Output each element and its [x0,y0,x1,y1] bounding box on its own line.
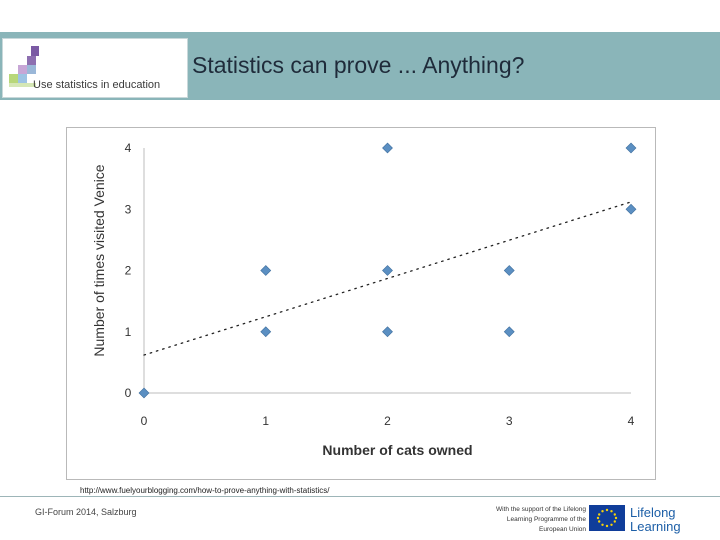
page-title: Statistics can prove ... Anything? [192,52,525,78]
eu-stars-icon [596,508,618,528]
x-tick-label: 3 [506,414,513,428]
eu-support-text: With the support of the Lifelong Learnin… [470,505,586,535]
x-tick-label: 2 [384,414,391,428]
eu-support-line: With the support of the Lifelong [496,506,586,513]
data-point [625,142,637,154]
y-tick-label: 0 [125,386,132,400]
source-url: http://www.fuelyourblogging.com/how-to-p… [80,486,330,495]
trendline [143,201,632,356]
data-point [382,142,393,154]
logo: Use statistics in education [2,38,188,98]
eu-flag-icon [589,505,625,531]
x-tick-label: 0 [141,414,148,428]
data-point [382,265,393,276]
data-point [260,326,272,338]
eu-support-line: Learning Programme of the [506,516,586,523]
data-point [503,326,515,338]
x-tick-label: 4 [628,414,635,428]
x-tick-label: 1 [262,414,269,428]
lifelong-learning-text: Lifelong Learning [630,505,681,534]
y-tick-label: 2 [125,264,132,278]
y-tick-label: 4 [125,141,132,155]
data-point [382,326,393,338]
x-axis-label: Number of cats owned [322,442,472,458]
logo-text: Use statistics in education [33,79,161,91]
cubes-logo-icon [9,46,39,87]
y-tick-label: 3 [125,202,132,216]
data-point [138,387,150,399]
footer-event: GI-Forum 2014, Salzburg [35,507,137,517]
chart-frame: 0 1 2 3 4 0 1 2 3 4 Number of cats owned Number of … [66,127,656,480]
data-point [625,203,637,215]
eu-support-line: European Union [539,526,586,533]
data-point [260,265,272,276]
scatter-chart: 0 1 2 3 4 0 1 2 3 4 Number of cats owned Number of … [91,141,637,458]
data-point [503,265,515,276]
y-axis-label: Number of times visited Venice [91,164,107,356]
y-tick-label: 1 [125,325,132,339]
footer-divider [0,496,720,497]
